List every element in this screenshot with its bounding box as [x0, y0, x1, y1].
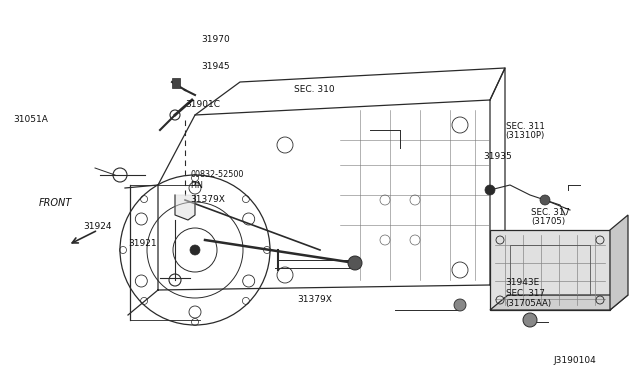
Text: FRONT: FRONT — [38, 198, 72, 208]
Polygon shape — [610, 215, 628, 310]
Text: (31310P): (31310P) — [506, 131, 545, 140]
Text: SEC. 317: SEC. 317 — [506, 289, 545, 298]
Text: 31943E: 31943E — [506, 278, 540, 287]
Text: 00832-52500: 00832-52500 — [191, 170, 244, 179]
Text: 31970: 31970 — [202, 35, 230, 44]
Text: (31705): (31705) — [531, 217, 565, 226]
Circle shape — [540, 195, 550, 205]
Circle shape — [348, 256, 362, 270]
Text: SEC. 310: SEC. 310 — [294, 85, 335, 94]
Polygon shape — [490, 295, 628, 310]
Text: (31705AA): (31705AA) — [506, 299, 552, 308]
Text: PIN: PIN — [191, 182, 204, 190]
Text: 31935: 31935 — [483, 152, 512, 161]
Polygon shape — [490, 230, 610, 310]
Text: SEC. 311: SEC. 311 — [506, 122, 545, 131]
Text: 31945: 31945 — [202, 62, 230, 71]
Text: 31379X: 31379X — [191, 195, 225, 203]
Text: 31901C: 31901C — [186, 100, 221, 109]
Circle shape — [523, 313, 537, 327]
Polygon shape — [172, 78, 180, 88]
Circle shape — [454, 299, 466, 311]
Text: 31379X: 31379X — [298, 295, 332, 304]
Circle shape — [485, 185, 495, 195]
Text: J3190104: J3190104 — [554, 356, 596, 365]
Text: SEC. 317: SEC. 317 — [531, 208, 570, 217]
Text: 31051A: 31051A — [13, 115, 47, 124]
Polygon shape — [175, 195, 195, 220]
Text: 31921: 31921 — [128, 239, 157, 248]
Circle shape — [190, 245, 200, 255]
Text: 31924: 31924 — [83, 222, 112, 231]
